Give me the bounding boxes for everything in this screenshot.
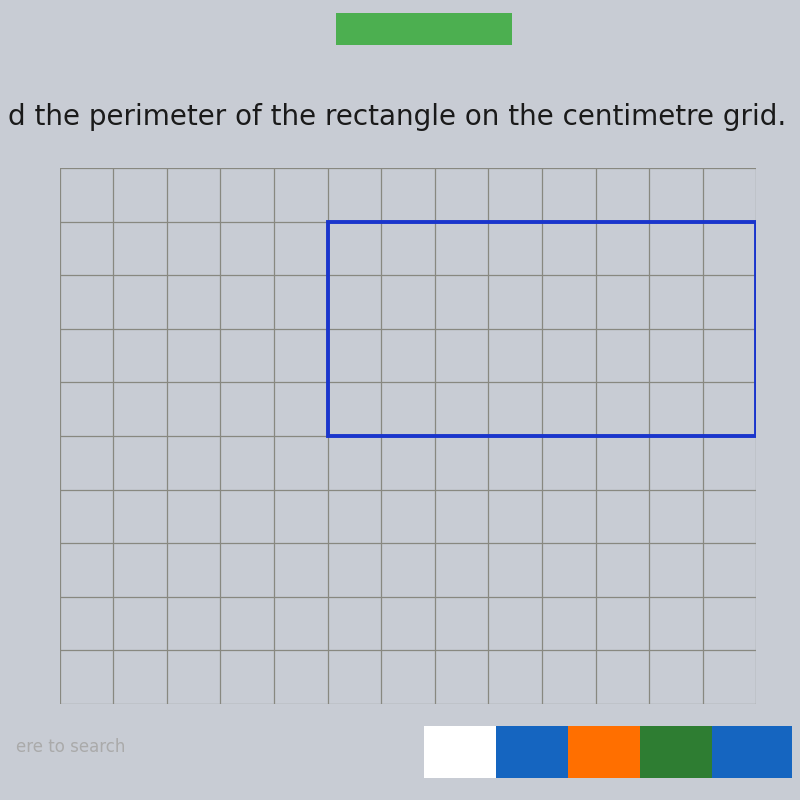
FancyBboxPatch shape	[336, 13, 512, 45]
FancyBboxPatch shape	[640, 726, 720, 778]
Text: ere to search: ere to search	[16, 738, 126, 756]
FancyBboxPatch shape	[496, 726, 576, 778]
FancyBboxPatch shape	[712, 726, 792, 778]
FancyBboxPatch shape	[424, 726, 504, 778]
Text: d the perimeter of the rectangle on the centimetre grid.: d the perimeter of the rectangle on the …	[8, 102, 786, 130]
FancyBboxPatch shape	[568, 726, 648, 778]
Bar	[328, 222, 757, 436]
